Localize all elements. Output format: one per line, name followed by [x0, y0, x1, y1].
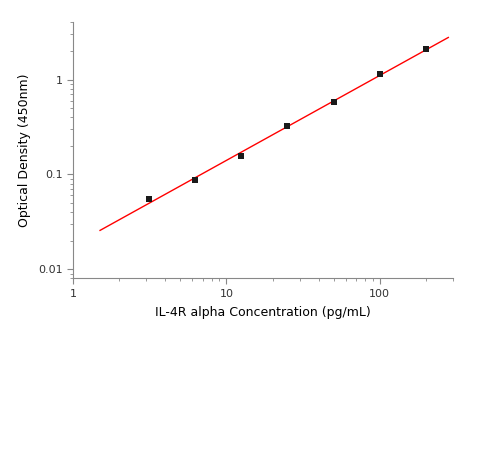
X-axis label: IL-4R alpha Concentration (pg/mL): IL-4R alpha Concentration (pg/mL)	[155, 306, 371, 319]
Point	[145, 195, 153, 202]
Point	[191, 176, 199, 183]
Point	[330, 98, 337, 106]
Point	[237, 153, 245, 160]
Point	[283, 123, 291, 130]
Point	[376, 70, 384, 77]
Point	[422, 45, 430, 53]
Y-axis label: Optical Density (450nm): Optical Density (450nm)	[18, 74, 31, 227]
